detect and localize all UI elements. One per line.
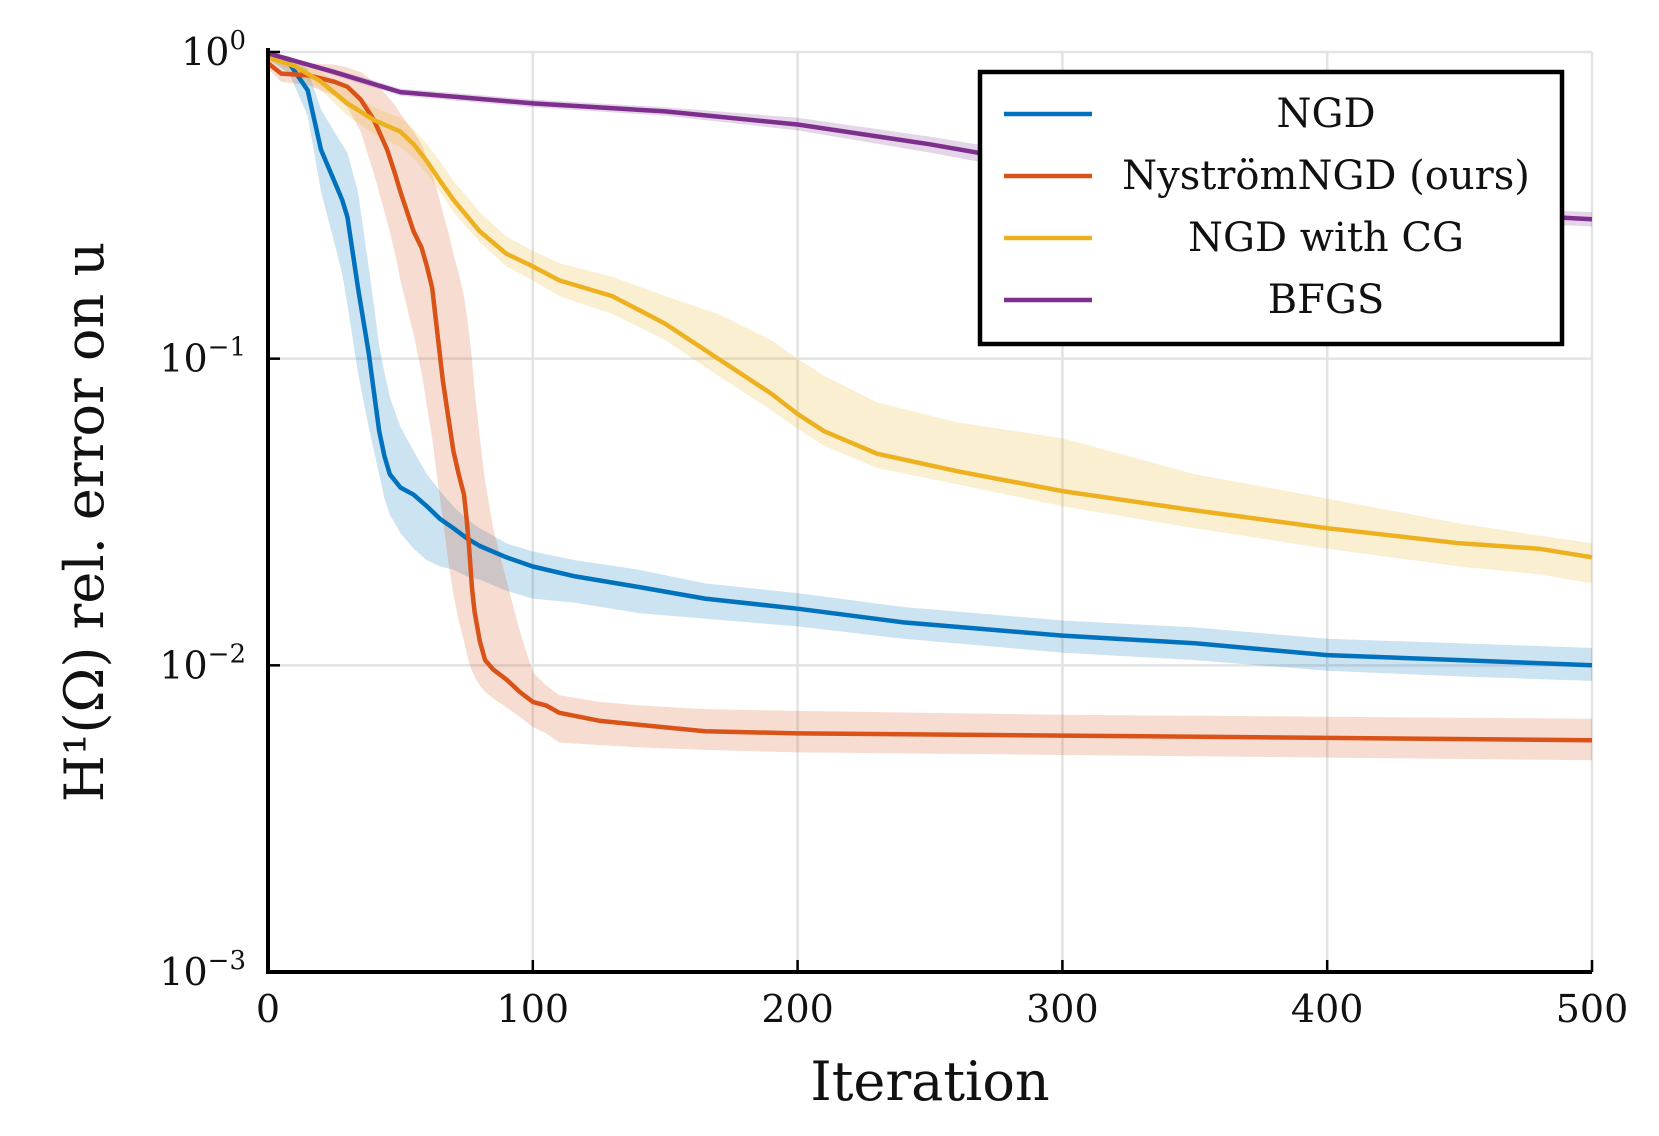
x-tick-label: 100 bbox=[497, 987, 570, 1031]
y-tick-label: 10−3 bbox=[159, 946, 246, 994]
legend-label: NGD bbox=[1276, 91, 1375, 137]
band-bfgs bbox=[268, 52, 1592, 227]
y-tick-label: 10−2 bbox=[159, 639, 246, 687]
x-tick-label: 300 bbox=[1026, 987, 1099, 1031]
line-ngd bbox=[267, 53, 1593, 668]
x-tick-label: 0 bbox=[256, 987, 280, 1031]
legend-label: NyströmNGD (ours) bbox=[1122, 153, 1530, 199]
line-nystr-mngd-ours- bbox=[266, 61, 1593, 743]
legend: NGD NyströmNGD (ours) NGD with CG BFGS bbox=[977, 69, 1565, 347]
line-ngd-with-cg bbox=[267, 55, 1593, 560]
legend-label: NGD with CG bbox=[1188, 215, 1464, 261]
y-tick-label: 10−1 bbox=[159, 333, 246, 381]
y-axis-title: H¹(Ω) rel. error on u bbox=[53, 242, 116, 803]
x-axis-title: Iteration bbox=[810, 1050, 1049, 1113]
tick-labels: 0 100 200 300 400 500 100 10−1 10−2 10−3 bbox=[159, 26, 1628, 1031]
x-tick-label: 500 bbox=[1556, 987, 1629, 1031]
x-tick-label: 200 bbox=[761, 987, 834, 1031]
confidence-bands bbox=[268, 52, 1592, 761]
x-tick-label: 400 bbox=[1291, 987, 1364, 1031]
band-ngd-with-cg bbox=[268, 54, 1592, 584]
band-nystr-mngd-ours- bbox=[268, 56, 1592, 761]
legend-label: BFGS bbox=[1268, 277, 1385, 323]
axes bbox=[266, 48, 1592, 974]
y-tick-label: 100 bbox=[181, 26, 246, 74]
